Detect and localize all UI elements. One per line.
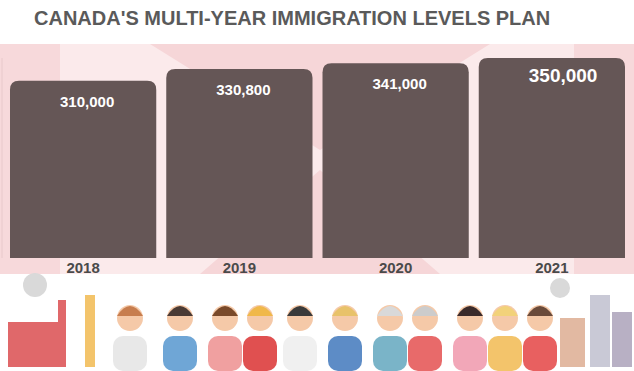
person-body bbox=[453, 336, 487, 371]
person-body bbox=[488, 336, 522, 371]
category-label: 2021 bbox=[535, 259, 568, 276]
person-body bbox=[243, 336, 277, 371]
person-hair bbox=[377, 306, 403, 316]
data-label: 350,000 bbox=[529, 65, 598, 86]
labels: 310,000 2018 330,800 2019 341,000 2020 350,000… bbox=[60, 65, 597, 276]
person-hair bbox=[287, 306, 313, 316]
person-head bbox=[492, 305, 518, 331]
bar bbox=[10, 81, 156, 258]
category-label: 2019 bbox=[223, 259, 256, 276]
data-label: 310,000 bbox=[60, 93, 114, 110]
chimney bbox=[58, 300, 66, 367]
chart: CANADA'S MULTI-YEAR IMMIGRATION LEVELS P… bbox=[0, 0, 634, 371]
person-body bbox=[523, 336, 557, 371]
person-hair bbox=[412, 306, 438, 316]
person-hair bbox=[457, 306, 483, 316]
data-label: 341,000 bbox=[373, 75, 427, 92]
background-band bbox=[0, 44, 634, 274]
bar bbox=[479, 58, 625, 258]
person-body bbox=[163, 336, 197, 371]
person-hair bbox=[167, 306, 193, 316]
person-body bbox=[373, 336, 407, 371]
person-head bbox=[247, 305, 273, 331]
title: CANADA'S MULTI-YEAR IMMIGRATION LEVELS P… bbox=[34, 7, 550, 29]
person-body bbox=[208, 336, 242, 371]
category-label: 2018 bbox=[66, 259, 99, 276]
chimney bbox=[85, 295, 95, 367]
person-hair bbox=[492, 306, 518, 316]
person-body bbox=[283, 336, 317, 371]
building bbox=[612, 312, 632, 367]
person-hair bbox=[117, 306, 143, 316]
bars bbox=[10, 58, 625, 258]
data-label: 330,800 bbox=[216, 81, 270, 98]
illustration bbox=[8, 273, 632, 371]
person-hair bbox=[527, 306, 553, 316]
cloud bbox=[550, 278, 570, 298]
person-hair bbox=[332, 306, 358, 316]
person-head bbox=[332, 305, 358, 331]
building bbox=[560, 318, 585, 367]
person-head bbox=[457, 305, 483, 331]
person-head bbox=[412, 305, 438, 331]
building bbox=[8, 322, 63, 367]
person-head bbox=[377, 305, 403, 331]
person-head bbox=[117, 305, 143, 331]
person-body bbox=[328, 336, 362, 371]
person-hair bbox=[247, 306, 273, 316]
person-body bbox=[113, 336, 147, 371]
person-head bbox=[212, 305, 238, 331]
person-head bbox=[167, 305, 193, 331]
bar bbox=[323, 63, 469, 258]
person-head bbox=[527, 305, 553, 331]
background bbox=[0, 0, 634, 371]
person-body bbox=[408, 336, 442, 371]
person-head bbox=[287, 305, 313, 331]
category-label: 2020 bbox=[379, 259, 412, 276]
cloud bbox=[23, 273, 47, 297]
bar bbox=[166, 69, 312, 258]
person-hair bbox=[212, 306, 238, 316]
y-axis-line bbox=[2, 58, 3, 258]
building bbox=[590, 295, 610, 367]
